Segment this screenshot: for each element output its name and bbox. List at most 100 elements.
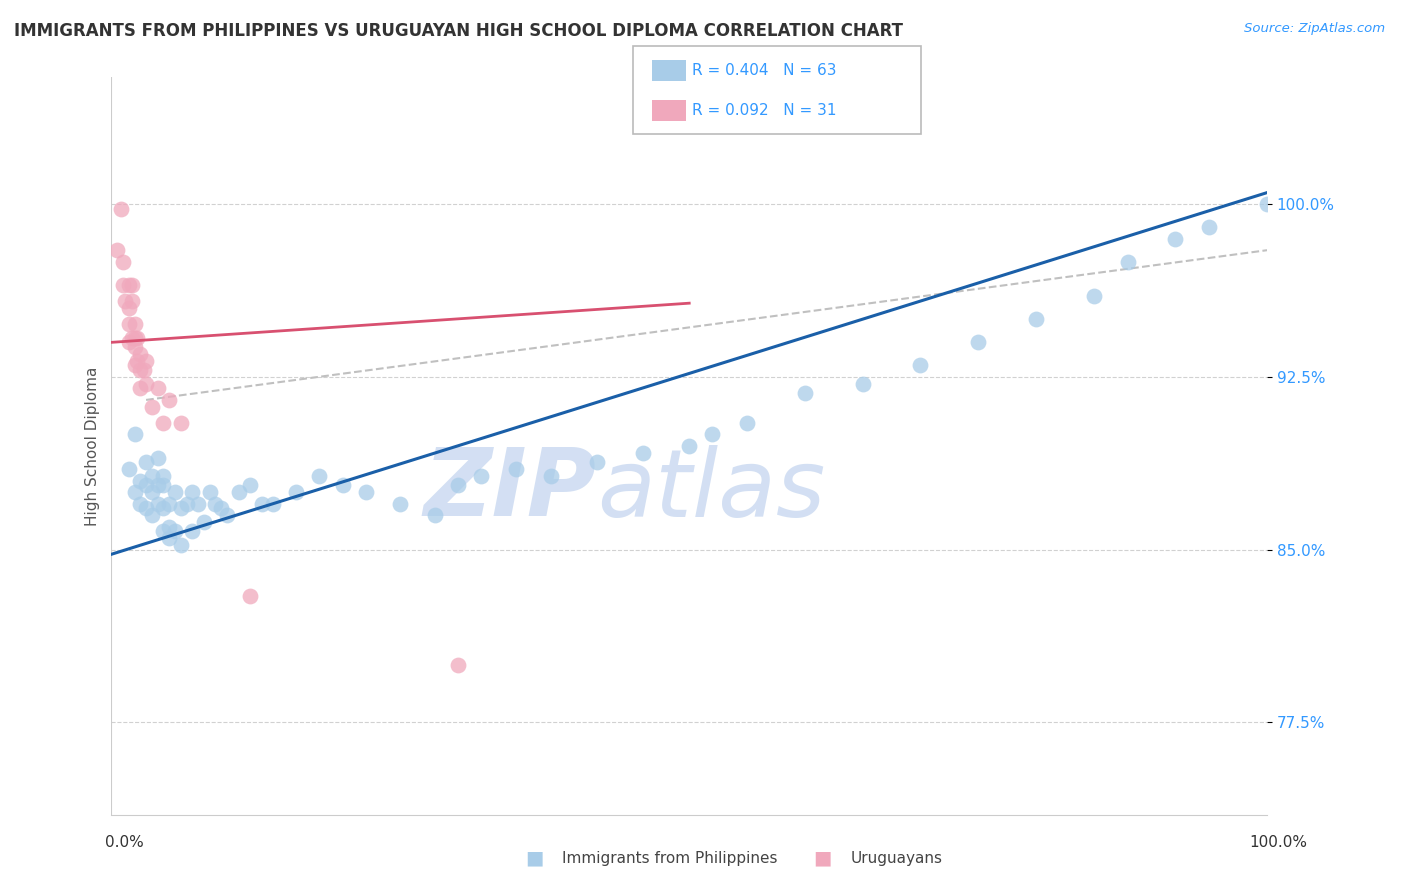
Text: 0.0%: 0.0% bbox=[105, 836, 145, 850]
Text: R = 0.092   N = 31: R = 0.092 N = 31 bbox=[692, 103, 837, 118]
Point bbox=[146, 497, 169, 511]
Point bbox=[163, 485, 186, 500]
Point bbox=[118, 317, 141, 331]
Point bbox=[678, 439, 700, 453]
Point bbox=[111, 254, 134, 268]
Point bbox=[129, 381, 152, 395]
Point bbox=[124, 317, 146, 331]
Point bbox=[125, 353, 148, 368]
Point bbox=[1163, 232, 1185, 246]
Point bbox=[181, 485, 204, 500]
Point bbox=[910, 359, 932, 373]
Point bbox=[1118, 254, 1140, 268]
Point bbox=[129, 347, 152, 361]
Text: R = 0.404   N = 63: R = 0.404 N = 63 bbox=[692, 63, 837, 78]
Point bbox=[129, 497, 152, 511]
Point bbox=[187, 497, 209, 511]
Point bbox=[1025, 312, 1047, 326]
Point bbox=[181, 524, 204, 539]
Point bbox=[1083, 289, 1105, 303]
Point bbox=[141, 508, 163, 522]
Point bbox=[262, 497, 284, 511]
Point bbox=[118, 301, 141, 315]
Point bbox=[585, 455, 607, 469]
Point bbox=[170, 501, 193, 516]
Point bbox=[121, 293, 143, 308]
Point bbox=[209, 501, 232, 516]
Point bbox=[135, 501, 157, 516]
Point bbox=[204, 497, 226, 511]
Point bbox=[146, 450, 169, 465]
Point bbox=[124, 427, 146, 442]
Point bbox=[505, 462, 527, 476]
Point bbox=[146, 478, 169, 492]
Point bbox=[447, 478, 470, 492]
Point bbox=[141, 469, 163, 483]
Point bbox=[111, 277, 134, 292]
Point bbox=[135, 353, 157, 368]
Point bbox=[1198, 220, 1220, 235]
Point bbox=[118, 335, 141, 350]
Point bbox=[447, 657, 470, 672]
Point bbox=[121, 331, 143, 345]
Point bbox=[851, 376, 873, 391]
Point bbox=[141, 400, 163, 414]
Point bbox=[135, 455, 157, 469]
Point bbox=[215, 508, 238, 522]
Point bbox=[141, 485, 163, 500]
Point bbox=[389, 497, 412, 511]
Text: IMMIGRANTS FROM PHILIPPINES VS URUGUAYAN HIGH SCHOOL DIPLOMA CORRELATION CHART: IMMIGRANTS FROM PHILIPPINES VS URUGUAYAN… bbox=[14, 22, 903, 40]
Point bbox=[176, 497, 198, 511]
Point bbox=[124, 485, 146, 500]
Point bbox=[239, 478, 262, 492]
Text: ZIP: ZIP bbox=[423, 444, 596, 536]
Text: 100.0%: 100.0% bbox=[1250, 836, 1308, 850]
Point bbox=[114, 293, 136, 308]
Point bbox=[967, 335, 990, 350]
Point bbox=[193, 515, 215, 529]
Point bbox=[118, 277, 141, 292]
Point bbox=[793, 386, 815, 401]
Point bbox=[152, 469, 174, 483]
Point bbox=[470, 469, 492, 483]
Text: atlas: atlas bbox=[596, 445, 825, 536]
Y-axis label: High School Diploma: High School Diploma bbox=[86, 367, 100, 525]
Point bbox=[135, 478, 157, 492]
Point bbox=[152, 524, 174, 539]
Point bbox=[125, 331, 148, 345]
Point bbox=[423, 508, 446, 522]
Point bbox=[105, 243, 128, 257]
Point bbox=[250, 497, 273, 511]
Point bbox=[110, 202, 132, 216]
Point bbox=[157, 497, 180, 511]
Point bbox=[152, 478, 174, 492]
Point bbox=[170, 416, 193, 430]
Point bbox=[228, 485, 250, 500]
Point bbox=[702, 427, 724, 442]
Text: Source: ZipAtlas.com: Source: ZipAtlas.com bbox=[1244, 22, 1385, 36]
Point bbox=[163, 524, 186, 539]
Point bbox=[157, 519, 180, 533]
Point bbox=[124, 331, 146, 345]
Point bbox=[157, 531, 180, 545]
Point bbox=[135, 376, 157, 391]
Point bbox=[354, 485, 377, 500]
Point bbox=[198, 485, 221, 500]
Point bbox=[132, 363, 155, 377]
Text: Immigrants from Philippines: Immigrants from Philippines bbox=[562, 851, 778, 865]
Point bbox=[540, 469, 562, 483]
Point bbox=[129, 363, 152, 377]
Text: Uruguayans: Uruguayans bbox=[851, 851, 942, 865]
Text: ■: ■ bbox=[524, 848, 544, 868]
Point bbox=[735, 416, 758, 430]
Point bbox=[146, 381, 169, 395]
Point bbox=[124, 359, 146, 373]
Point bbox=[152, 416, 174, 430]
Point bbox=[124, 340, 146, 354]
Point bbox=[332, 478, 354, 492]
Point bbox=[239, 589, 262, 603]
Point bbox=[157, 392, 180, 407]
Point bbox=[170, 538, 193, 552]
Point bbox=[631, 446, 654, 460]
Point bbox=[121, 277, 143, 292]
